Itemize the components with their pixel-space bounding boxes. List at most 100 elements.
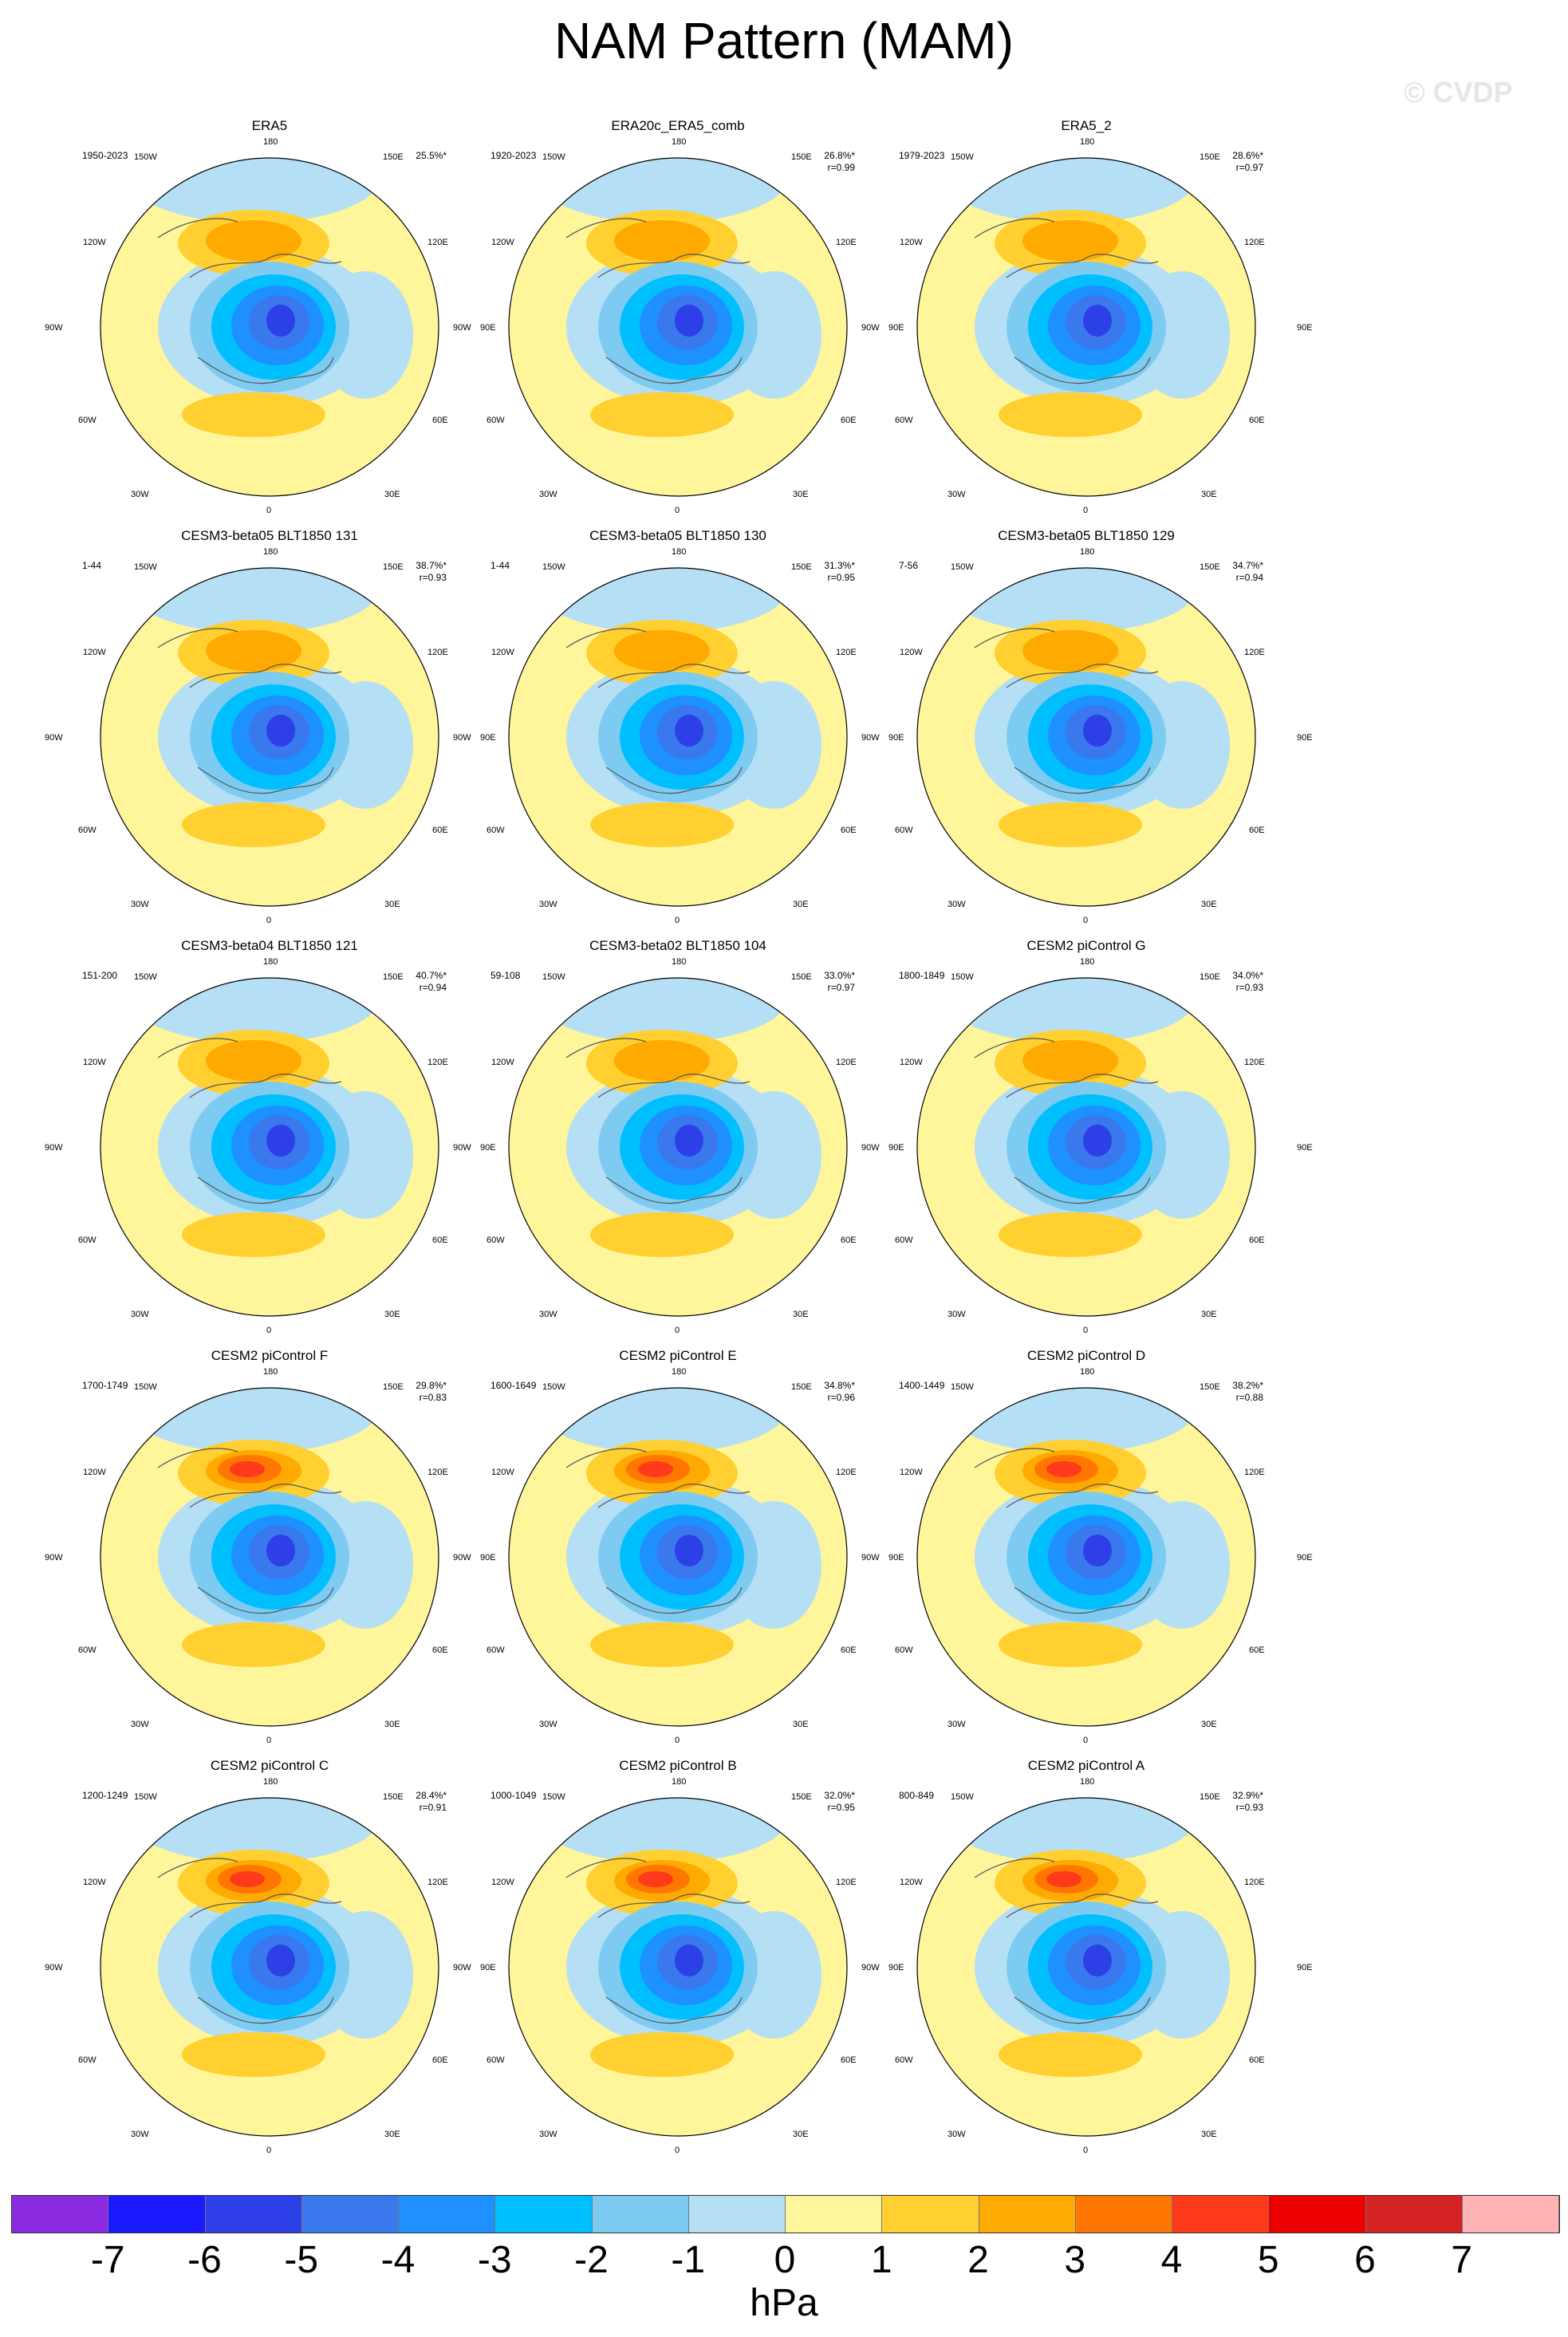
longitude-label: 90W bbox=[45, 733, 63, 743]
longitude-label: 120W bbox=[83, 1878, 106, 1887]
longitude-label: 90W bbox=[45, 1143, 63, 1153]
longitude-label: 150E bbox=[1200, 972, 1220, 982]
colorbar-tick-label: -2 bbox=[574, 2239, 609, 2281]
polar-map-icon bbox=[916, 1797, 1256, 2137]
longitude-label: 180 bbox=[1080, 547, 1095, 557]
longitude-label: 90E bbox=[480, 733, 496, 743]
longitude-label: 150W bbox=[134, 1792, 157, 1802]
colorbar-swatch bbox=[979, 2196, 1076, 2233]
longitude-label: 60E bbox=[1249, 826, 1265, 835]
panel-title: CESM2 piControl D bbox=[1026, 1348, 1146, 1363]
longitude-label: 180 bbox=[263, 1777, 278, 1787]
longitude-label: 90E bbox=[1297, 733, 1313, 743]
longitude-label: 60E bbox=[841, 416, 857, 425]
longitude-label: 180 bbox=[263, 957, 278, 967]
longitude-label: 150W bbox=[542, 1382, 565, 1392]
map-panel: CESM3-beta02 BLT1850 104 59-108 33.0%* r=0.… bbox=[439, 938, 917, 1337]
map-panel: CESM2 piControl F 1700-1749 29.8%* r=0.83 18… bbox=[30, 1348, 509, 1747]
polar-map-icon bbox=[508, 1387, 848, 1727]
panel-period: 1400-1449 bbox=[899, 1380, 945, 1391]
longitude-label: 120W bbox=[900, 1468, 923, 1477]
longitude-label: 30W bbox=[947, 900, 966, 909]
panel-title: CESM2 piControl B bbox=[619, 1758, 737, 1773]
colorbar-tick-label: 6 bbox=[1354, 2239, 1376, 2281]
longitude-label: 90E bbox=[480, 1963, 496, 1972]
map-panel: ERA20c_ERA5_comb 1920-2023 26.8%* r=0.99 180… bbox=[439, 118, 917, 517]
longitude-label: 90W bbox=[45, 1553, 63, 1563]
longitude-label: 180 bbox=[1080, 137, 1095, 147]
colorbar-swatch bbox=[786, 2196, 883, 2233]
longitude-label: 60E bbox=[841, 1235, 857, 1245]
map-panel: CESM3-beta05 BLT1850 130 1-44 31.3%* r=0.95… bbox=[439, 528, 917, 927]
longitude-label: 180 bbox=[672, 957, 687, 967]
longitude-label: 60W bbox=[78, 1645, 97, 1655]
longitude-label: 30E bbox=[384, 1310, 400, 1319]
colorbar-swatch bbox=[882, 2196, 979, 2233]
longitude-label: 150E bbox=[383, 972, 404, 982]
panel-period: 1-44 bbox=[82, 560, 102, 571]
panel-title: CESM3-beta05 BLT1850 130 bbox=[589, 528, 766, 543]
longitude-label: 180 bbox=[672, 1367, 687, 1377]
colorbar-tick-label: -3 bbox=[477, 2239, 512, 2281]
longitude-label: 60E bbox=[1249, 1645, 1265, 1655]
colorbar-units: hPa bbox=[750, 2282, 818, 2324]
panel-variance: 29.8%* r=0.83 bbox=[416, 1380, 447, 1403]
colorbar-swatch bbox=[1172, 2196, 1270, 2233]
longitude-label: 30E bbox=[1201, 1310, 1217, 1319]
panel-variance: 31.3%* r=0.95 bbox=[824, 560, 855, 583]
longitude-label: 60W bbox=[895, 416, 913, 425]
panel-period: 1700-1749 bbox=[82, 1380, 128, 1391]
longitude-label: 150W bbox=[134, 1382, 157, 1392]
map-panel: CESM2 piControl B 1000-1049 32.0%* r=0.95 18… bbox=[439, 1758, 917, 2157]
longitude-label: 150E bbox=[1200, 1792, 1220, 1802]
colorbar-tick-label: 0 bbox=[774, 2239, 796, 2281]
longitude-label: 60W bbox=[895, 1235, 913, 1245]
longitude-label: 180 bbox=[672, 1777, 687, 1787]
longitude-label: 120E bbox=[836, 1058, 857, 1067]
longitude-label: 150E bbox=[791, 152, 812, 162]
panel-period: 1-44 bbox=[490, 560, 510, 571]
longitude-label: 0 bbox=[1083, 916, 1089, 925]
longitude-label: 90W bbox=[453, 1963, 471, 1972]
longitude-label: 120E bbox=[1244, 1468, 1265, 1477]
colorbar-swatch bbox=[399, 2196, 496, 2233]
map-panel: ERA5 1950-2023 25.5%* 180 0 90W 90E 150W 150E 120… bbox=[30, 118, 509, 517]
longitude-label: 150E bbox=[1200, 1382, 1220, 1392]
longitude-label: 120E bbox=[1244, 238, 1265, 247]
longitude-label: 150E bbox=[1200, 152, 1220, 162]
longitude-label: 0 bbox=[266, 1736, 272, 1745]
panel-variance: 32.9%* r=0.93 bbox=[1232, 1790, 1263, 1813]
longitude-label: 120W bbox=[491, 648, 514, 657]
colorbar-swatch bbox=[592, 2196, 689, 2233]
longitude-label: 120W bbox=[83, 1468, 106, 1477]
longitude-label: 120W bbox=[900, 648, 923, 657]
longitude-label: 150W bbox=[542, 972, 565, 982]
map-panel: CESM2 piControl E 1600-1649 34.8%* r=0.96 18… bbox=[439, 1348, 917, 1747]
longitude-label: 150W bbox=[134, 562, 157, 572]
polar-map-icon bbox=[100, 1797, 439, 2137]
panel-title: CESM3-beta05 BLT1850 131 bbox=[181, 528, 358, 543]
longitude-label: 90W bbox=[861, 733, 880, 743]
panel-period: 1600-1649 bbox=[490, 1380, 537, 1391]
colorbar-tick-label: -4 bbox=[380, 2239, 416, 2281]
longitude-label: 180 bbox=[1080, 1367, 1095, 1377]
longitude-label: 150E bbox=[383, 1382, 404, 1392]
longitude-label: 150W bbox=[951, 1382, 974, 1392]
panel-period: 1000-1049 bbox=[490, 1790, 537, 1801]
longitude-label: 30E bbox=[1201, 1720, 1217, 1729]
colorbar-swatch bbox=[205, 2196, 302, 2233]
longitude-label: 90E bbox=[1297, 1963, 1313, 1972]
longitude-label: 0 bbox=[675, 1326, 680, 1335]
longitude-label: 30E bbox=[793, 490, 809, 499]
longitude-label: 30W bbox=[539, 1310, 557, 1319]
panel-period: 1800-1849 bbox=[899, 970, 945, 981]
polar-map-icon bbox=[508, 157, 848, 497]
longitude-label: 60E bbox=[432, 2055, 448, 2065]
panel-variance: 34.7%* r=0.94 bbox=[1232, 560, 1263, 583]
colorbar-swatch bbox=[495, 2196, 593, 2233]
longitude-label: 120W bbox=[900, 238, 923, 247]
longitude-label: 90W bbox=[453, 733, 471, 743]
longitude-label: 30W bbox=[539, 900, 557, 909]
longitude-label: 60E bbox=[432, 1235, 448, 1245]
longitude-label: 120E bbox=[1244, 1058, 1265, 1067]
